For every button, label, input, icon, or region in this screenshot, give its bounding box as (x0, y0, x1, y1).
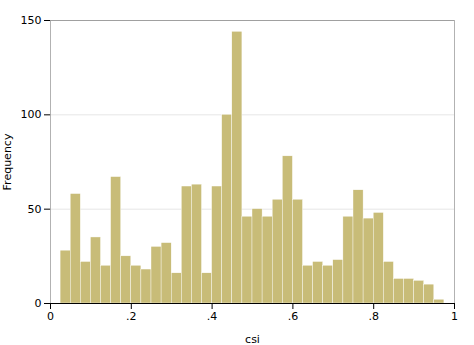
svg-text:100: 100 (21, 108, 42, 121)
svg-text:.2: .2 (126, 310, 137, 323)
svg-text:0: 0 (35, 297, 42, 310)
svg-text:Frequency: Frequency (1, 133, 14, 190)
svg-text:1: 1 (451, 310, 458, 323)
svg-text:50: 50 (28, 203, 42, 216)
svg-text:150: 150 (21, 14, 42, 27)
svg-text:.8: .8 (368, 310, 379, 323)
svg-text:csi: csi (245, 333, 260, 345)
svg-text:0: 0 (47, 310, 54, 323)
svg-text:.6: .6 (288, 310, 299, 323)
svg-text:.4: .4 (207, 310, 218, 323)
